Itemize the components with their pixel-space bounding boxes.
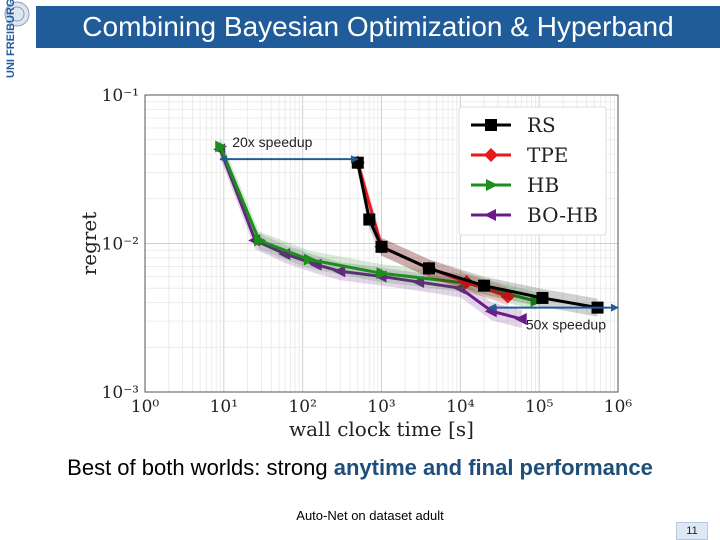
data-point-hb bbox=[303, 253, 316, 266]
data-point-rs bbox=[536, 291, 549, 304]
footnote: Auto-Net on dataset adult bbox=[296, 508, 444, 523]
data-point-bo-hb bbox=[514, 313, 527, 326]
data-point-rs bbox=[422, 262, 435, 275]
series-line-bo-hb bbox=[218, 148, 523, 321]
y-tick-label: 10⁻³ bbox=[102, 383, 139, 403]
x-tick-label: 10⁵ bbox=[525, 397, 554, 417]
caption-highlight: anytime and final performance bbox=[333, 455, 653, 480]
data-point-hb bbox=[215, 140, 228, 153]
speedup-label-2: 50x speedup bbox=[526, 317, 606, 333]
data-point-rs bbox=[363, 213, 376, 226]
caption-prefix: Best of both worlds: strong bbox=[67, 455, 334, 480]
data-point-hb bbox=[376, 267, 389, 280]
legend-marker-hb bbox=[486, 179, 498, 191]
page-number: 11 bbox=[676, 522, 708, 540]
legend-marker-tpe bbox=[484, 148, 498, 162]
x-tick-label: 10¹ bbox=[210, 397, 238, 417]
y-tick-label: 10⁻¹ bbox=[102, 86, 139, 106]
x-tick-label: 10⁶ bbox=[604, 397, 633, 417]
legend-label-bo-hb: BO-HB bbox=[527, 203, 598, 227]
slide-title: Combining Bayesian Optimization & Hyperb… bbox=[82, 11, 674, 42]
legend-marker-rs bbox=[485, 119, 497, 131]
legend-marker-bo-hb bbox=[484, 209, 496, 221]
x-tick-label: 10⁴ bbox=[446, 397, 475, 417]
x-tick-label: 10³ bbox=[367, 397, 395, 417]
legend-label-tpe: TPE bbox=[527, 143, 568, 167]
x-tick-label: 10² bbox=[288, 397, 316, 417]
x-tick-label: 10⁰ bbox=[131, 397, 160, 417]
legend: RS TPE HB BO-HB bbox=[458, 106, 607, 236]
legend-label-hb: HB bbox=[527, 173, 559, 197]
data-point-tpe bbox=[500, 289, 515, 304]
data-point-bo-hb bbox=[333, 265, 346, 278]
data-point-rs bbox=[478, 279, 491, 292]
x-axis-label: wall clock time [s] bbox=[289, 417, 474, 441]
plot-frame bbox=[144, 94, 619, 393]
y-tick-label: 10⁻² bbox=[102, 235, 139, 255]
y-axis-label: regret bbox=[77, 212, 101, 276]
legend-box bbox=[458, 106, 607, 236]
data-point-rs bbox=[375, 240, 388, 253]
logo-text: UNI FREIBURG bbox=[5, 0, 17, 78]
title-bar: Combining Bayesian Optimization & Hyperb… bbox=[36, 6, 720, 48]
caption: Best of both worlds: strong anytime and … bbox=[0, 455, 720, 481]
data-point-hb bbox=[254, 234, 267, 247]
uni-freiburg-logo: UNI FREIBURG bbox=[4, 0, 30, 78]
speedup-label-1: 20x speedup bbox=[232, 134, 312, 150]
legend-label-rs: RS bbox=[527, 113, 556, 137]
